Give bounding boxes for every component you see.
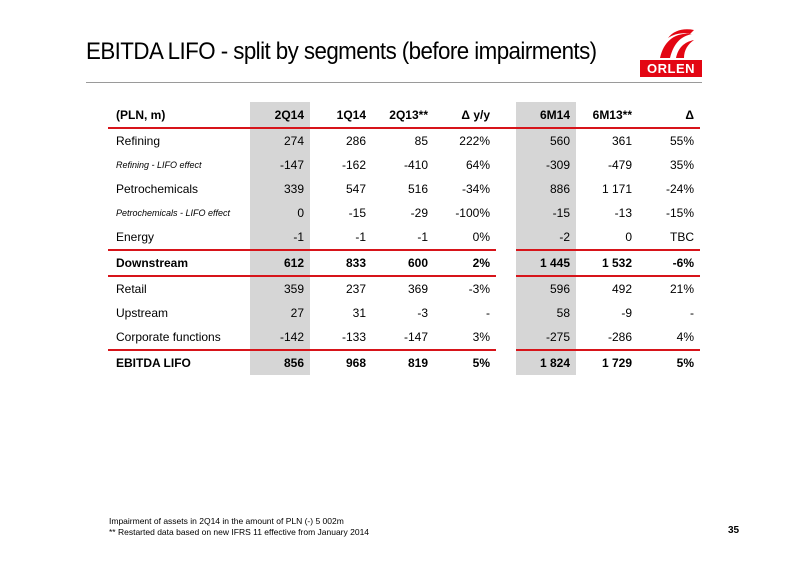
footnote-impairment: Impairment of assets in 2Q14 in the amou… [109, 516, 344, 526]
orlen-logo: ORLEN [640, 28, 702, 78]
ebitda-segments-table: (PLN, m) 2Q14 1Q14 2Q13** Δ y/y 6M14 6M1… [108, 102, 700, 375]
header-1q14: 1Q14 [336, 107, 366, 122]
eagle-logo-icon [660, 29, 694, 58]
table-row: Corporate functions -142 -133 -147 3% -2… [108, 325, 700, 351]
table-row: Retail 359 237 369 -3% 596 492 21% [108, 276, 700, 301]
table-row: Refining - LIFO effect -147 -162 -410 64… [108, 153, 700, 177]
table-row: Refining 274 286 85 222% 560 361 55% [108, 128, 700, 153]
table-row: Upstream 27 31 -3 - 58 -9 - [108, 301, 700, 325]
footnotes: Impairment of assets in 2Q14 in the amou… [109, 516, 369, 538]
header-delta: Δ [685, 107, 694, 122]
header-units: (PLN, m) [116, 107, 166, 122]
table-row-ebitda-lifo: EBITDA LIFO 856 968 819 5% 1 824 1 729 5… [108, 350, 700, 375]
table-row: Petrochemicals - LIFO effect 0 -15 -29 -… [108, 201, 700, 225]
table-row: Petrochemicals 339 547 516 -34% 886 1 17… [108, 177, 700, 201]
header-6m13: 6M13** [592, 107, 632, 122]
table-row-downstream: Downstream 612 833 600 2% 1 445 1 532 -6… [108, 250, 700, 277]
page-number: 35 [728, 525, 740, 536]
header-2q13: 2Q13** [389, 107, 428, 122]
logo-wordmark: ORLEN [640, 60, 702, 77]
header-2q14: 2Q14 [250, 102, 310, 128]
footnote-restated: ** Restarted data based on new IFRS 11 e… [109, 527, 370, 537]
header-6m14: 6M14 [516, 102, 576, 128]
table-header-row: (PLN, m) 2Q14 1Q14 2Q13** Δ y/y 6M14 6M1… [108, 102, 700, 128]
header-delta-yy: Δ y/y [461, 107, 490, 122]
title-divider [86, 82, 702, 83]
table-row: Energy -1 -1 -1 0% -2 0 TBC [108, 225, 700, 251]
page-title: EBITDA LIFO - split by segments (before … [86, 38, 597, 65]
